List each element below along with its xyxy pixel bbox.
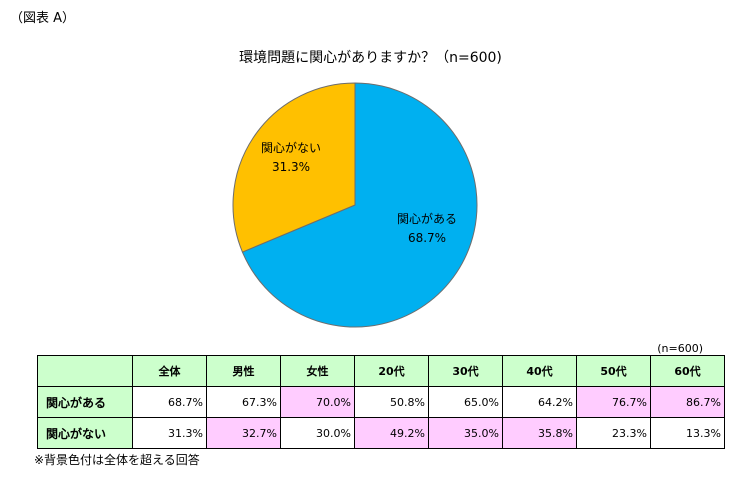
table-cell: 67.3%: [206, 386, 281, 418]
column-header: 40代: [502, 355, 577, 387]
table-cell: 31.3%: [132, 417, 207, 449]
table-cell: 30.0%: [280, 417, 355, 449]
results-table: 全体 男性 女性 20代 30代 40代 50代 60代 関心がある 68.7%…: [37, 355, 725, 449]
slice-percent-interested: 68.7%: [408, 231, 446, 245]
column-header: 男性: [206, 355, 281, 387]
table-row: 関心がない 31.3% 32.7% 30.0% 49.2% 35.0% 35.8…: [37, 417, 725, 449]
pie-chart: 関心がある 68.7% 関心がない 31.3%: [232, 82, 478, 328]
table-corner-cell: [37, 355, 133, 387]
column-header: 60代: [650, 355, 725, 387]
table-cell: 65.0%: [428, 386, 503, 418]
slice-percent-not-interested: 31.3%: [272, 160, 310, 174]
row-header: 関心がある: [37, 386, 133, 418]
table-cell: 68.7%: [132, 386, 207, 418]
figure-label: （図表 A）: [10, 11, 76, 26]
column-header: 全体: [132, 355, 207, 387]
table-cell-highlighted: 35.8%: [502, 417, 577, 449]
table-cell-highlighted: 70.0%: [280, 386, 355, 418]
column-header: 20代: [354, 355, 429, 387]
pie-slice-interested: [241, 82, 478, 328]
table-cell: 50.8%: [354, 386, 429, 418]
table-cell-highlighted: 35.0%: [428, 417, 503, 449]
column-header: 50代: [576, 355, 651, 387]
table-cell: 23.3%: [576, 417, 651, 449]
table-cell-highlighted: 32.7%: [206, 417, 281, 449]
table-row: 関心がある 68.7% 67.3% 70.0% 50.8% 65.0% 64.2…: [37, 386, 725, 418]
column-header: 女性: [280, 355, 355, 387]
table-cell-highlighted: 49.2%: [354, 417, 429, 449]
pie-slice-not-interested: [232, 82, 356, 253]
table-cell: 64.2%: [502, 386, 577, 418]
table-cell-highlighted: 76.7%: [576, 386, 651, 418]
table-header-row: 全体 男性 女性 20代 30代 40代 50代 60代: [37, 355, 725, 387]
footnote: ※背景色付は全体を超える回答: [34, 453, 200, 467]
row-header: 関心がない: [37, 417, 133, 449]
table-sample-note: (n=600): [657, 342, 703, 355]
table-cell: 13.3%: [650, 417, 725, 449]
table-cell-highlighted: 86.7%: [650, 386, 725, 418]
slice-label-not-interested: 関心がない: [261, 140, 321, 155]
chart-title: 環境問題に関心がありますか？（n=600): [239, 50, 502, 66]
slice-label-interested: 関心がある: [397, 211, 457, 226]
column-header: 30代: [428, 355, 503, 387]
